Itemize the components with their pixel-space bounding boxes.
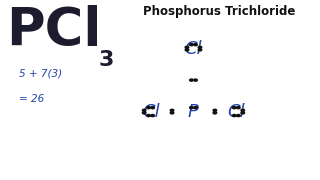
Circle shape (213, 112, 217, 114)
Circle shape (147, 107, 150, 109)
Circle shape (190, 44, 193, 46)
Circle shape (147, 114, 150, 117)
Circle shape (232, 107, 236, 109)
Circle shape (232, 114, 236, 117)
Text: Cl: Cl (142, 103, 159, 121)
Circle shape (151, 114, 155, 117)
Circle shape (236, 107, 240, 109)
Circle shape (142, 109, 146, 111)
Circle shape (194, 107, 197, 109)
Circle shape (198, 46, 202, 48)
Circle shape (170, 109, 174, 111)
Circle shape (198, 49, 202, 51)
Circle shape (170, 112, 174, 114)
Text: = 26: = 26 (19, 94, 44, 104)
Text: 3: 3 (99, 50, 114, 70)
Circle shape (241, 112, 244, 114)
Circle shape (185, 49, 189, 51)
Circle shape (142, 112, 146, 114)
Text: Cl: Cl (185, 40, 202, 58)
Text: Cl: Cl (228, 103, 245, 121)
Circle shape (241, 109, 244, 111)
Circle shape (194, 44, 197, 46)
Circle shape (213, 109, 217, 111)
Circle shape (151, 107, 155, 109)
Circle shape (194, 79, 197, 81)
Text: Phosphorus Trichloride: Phosphorus Trichloride (143, 5, 296, 18)
Text: P: P (188, 103, 199, 121)
Text: PCl: PCl (6, 5, 101, 57)
Circle shape (236, 114, 240, 117)
Text: 5 + 7(3): 5 + 7(3) (19, 68, 62, 78)
Circle shape (185, 46, 189, 48)
Circle shape (190, 107, 193, 109)
Circle shape (190, 79, 193, 81)
